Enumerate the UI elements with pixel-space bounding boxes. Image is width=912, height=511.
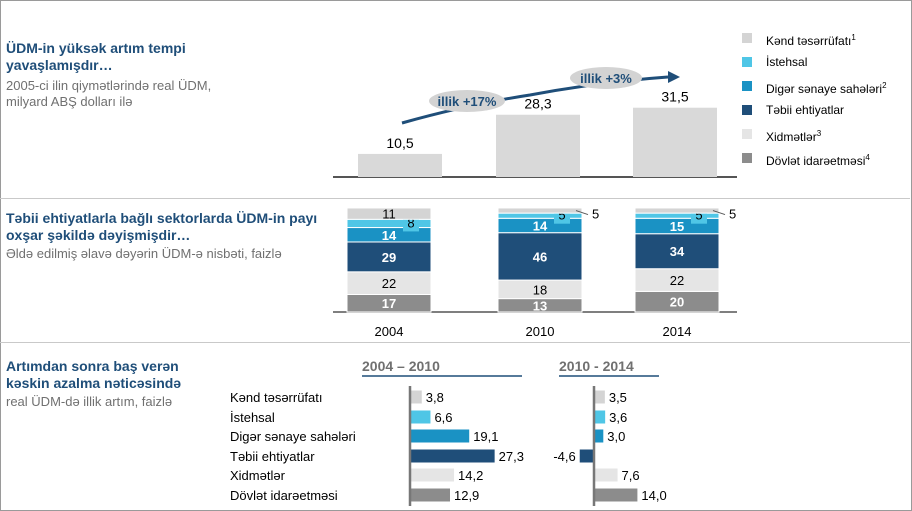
stacked-value-label: 5 — [695, 208, 702, 223]
growth-value-label: -4,6 — [553, 449, 575, 464]
stacked-value-label: 14 — [533, 218, 548, 233]
stacked-value-label: 14 — [382, 228, 397, 243]
growth-bar — [410, 429, 470, 443]
section-divider — [0, 342, 910, 343]
growth-value-label: 14,2 — [458, 468, 483, 483]
structure-subtitle: Əldə edilmiş əlavə dəyərin ÜDM-ə nisbəti… — [6, 246, 282, 261]
legend-swatch — [742, 153, 752, 163]
growth-value-label: 3,6 — [609, 410, 627, 425]
growth-value-label: 27,3 — [499, 449, 524, 464]
gdp-value-label: 28,3 — [524, 96, 551, 112]
gdp-bar — [496, 114, 580, 177]
sector-label: İstehsal — [230, 410, 275, 425]
growth-bar — [410, 390, 422, 404]
stacked-value-label: 46 — [533, 249, 547, 264]
legend-label: Digər sənaye sahələri2 — [766, 81, 887, 96]
stacked-value-label: 5 — [729, 207, 736, 222]
sector-label: Təbii ehtiyatlar — [230, 449, 315, 464]
growth-bar — [594, 488, 638, 502]
growth-value-label: 7,6 — [622, 468, 640, 483]
legend-label: Xidmətlər3 — [766, 129, 822, 144]
gdp-value-label: 10,5 — [386, 135, 413, 151]
stacked-segment — [346, 241, 432, 273]
stacked-value-label: 22 — [382, 276, 396, 291]
legend-label: Kənd təsərrüfatı1 — [766, 33, 856, 48]
legend-label: Dövlət idarəetməsi4 — [766, 153, 870, 168]
gdp-subtitle: 2005-ci ilin qiymətlərində real ÜDM, mil… — [6, 78, 212, 109]
year-tick-label: 2010 — [526, 324, 555, 339]
growth-value-label: 14,0 — [641, 488, 666, 503]
growth-bar — [410, 488, 450, 502]
growth-title: Artımdan sonra baş verən kəskin azalma n… — [6, 358, 182, 391]
gdp-title: ÜDM-in yüksək artım tempi yavaşlamışdır… — [6, 40, 186, 73]
stacked-segment — [634, 233, 720, 270]
stacked-value-label: 11 — [382, 207, 396, 222]
growth-bar — [594, 429, 604, 443]
growth-bar — [410, 410, 431, 424]
legend-label: İstehsal — [766, 55, 808, 69]
period-header: 2004 – 2010 — [362, 358, 440, 374]
sector-label: Xidmətlər — [230, 468, 286, 483]
stacked-value-label: 29 — [382, 250, 396, 265]
stacked-value-label: 13 — [533, 298, 547, 313]
stacked-value-label: 20 — [670, 295, 684, 310]
growth-bar — [410, 449, 495, 463]
growth-bar — [579, 449, 594, 463]
stacked-value-label: 18 — [533, 282, 547, 297]
gdp-bar — [633, 107, 717, 177]
stacked-segment — [346, 207, 432, 220]
growth-annotation-label: illik +17% — [438, 94, 497, 109]
stacked-value-label: 22 — [670, 273, 684, 288]
growth-bar — [594, 468, 618, 482]
stacked-leader-line — [575, 210, 589, 216]
legend-swatch — [742, 57, 752, 67]
section-divider — [0, 198, 910, 199]
gdp-bar — [358, 153, 442, 177]
growth-value-label: 12,9 — [454, 488, 479, 503]
growth-annotation-bubble — [570, 67, 642, 89]
year-tick-label: 2014 — [663, 324, 692, 339]
growth-arrowhead — [668, 71, 680, 83]
legend-label: Təbii ehtiyatlar — [766, 103, 845, 117]
stacked-segment — [634, 207, 720, 214]
growth-subtitle: real ÜDM-də illik artım, faizlə — [6, 394, 173, 409]
stacked-value-label: 34 — [670, 244, 685, 259]
growth-value-label: 6,6 — [434, 410, 452, 425]
growth-value-label: 19,1 — [473, 429, 498, 444]
growth-bar — [594, 390, 605, 404]
growth-annotation-bubble — [429, 90, 505, 112]
legend-swatch — [742, 105, 752, 115]
legend-swatch — [742, 81, 752, 91]
legend-swatch — [742, 129, 752, 139]
growth-bar — [594, 410, 606, 424]
stacked-segment — [497, 207, 583, 214]
growth-annotation-label: illik +3% — [580, 71, 632, 86]
stacked-leader-line — [712, 210, 726, 216]
sector-label: Dövlət idarəetməsi — [230, 488, 338, 503]
growth-value-label: 3,0 — [607, 429, 625, 444]
stacked-value-label: 8 — [407, 215, 414, 230]
stacked-value-label: 15 — [670, 219, 684, 234]
growth-value-label: 3,8 — [426, 390, 444, 405]
gdp-value-label: 31,5 — [661, 89, 688, 105]
sector-label: Kənd təsərrüfatı — [230, 390, 323, 405]
year-tick-label: 2004 — [375, 324, 404, 339]
structure-title: Təbii ehtiyatlarla bağlı sektorlarda ÜDM… — [6, 210, 318, 243]
period-header: 2010 - 2014 — [559, 358, 634, 374]
stacked-value-label: 5 — [592, 207, 599, 222]
legend-swatch — [742, 33, 752, 43]
stacked-segment — [497, 232, 583, 281]
growth-value-label: 3,5 — [609, 390, 627, 405]
stacked-value-label: 5 — [558, 208, 565, 223]
growth-bar — [410, 468, 455, 482]
stacked-value-label: 17 — [382, 296, 396, 311]
sector-label: Digər sənaye sahələri — [230, 429, 356, 444]
